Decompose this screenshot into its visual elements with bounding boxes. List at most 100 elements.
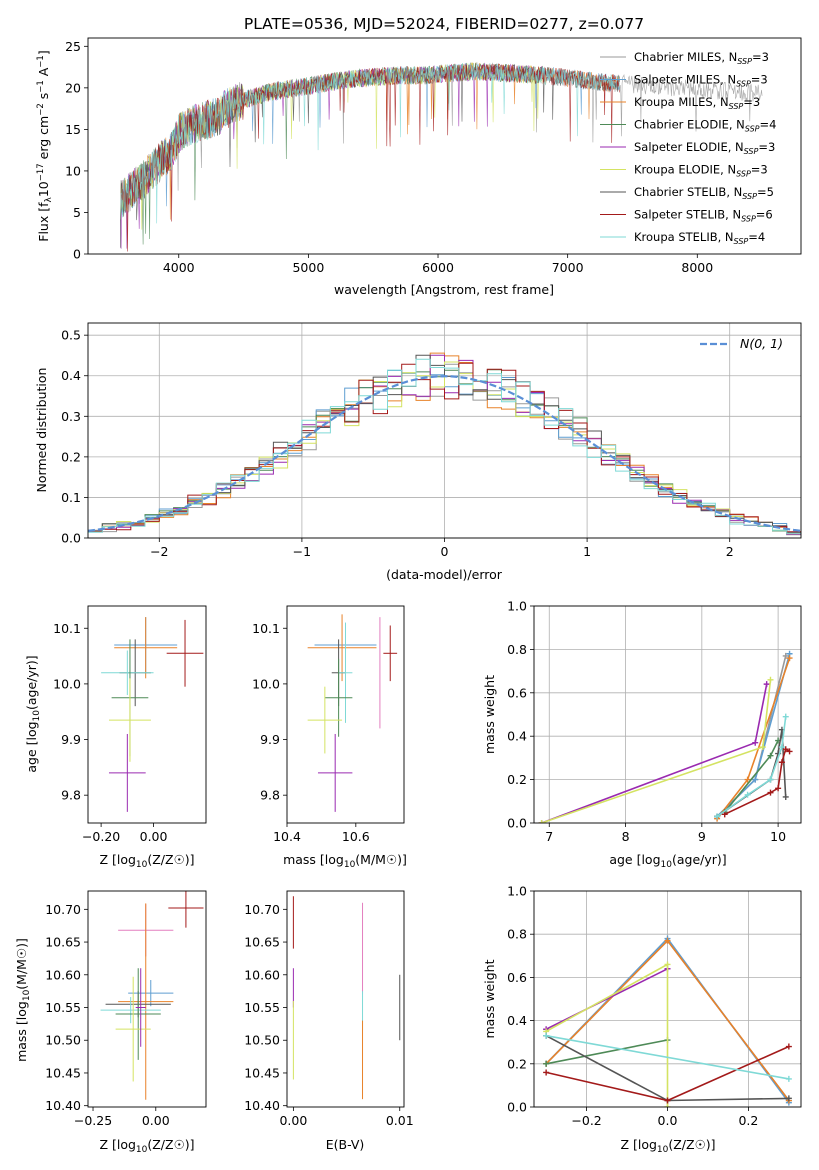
plot-area [534,605,801,824]
weight-marker [664,961,671,968]
weight-marker [767,676,774,683]
x-axis-label: mass [log10(M/M☉)] [283,852,407,870]
y-tick-label: 1.0 [507,599,527,614]
y-axis-label: Normed distribution [34,368,49,493]
x-tick-label: 4000 [163,260,195,275]
y-tick-label: 9.9 [61,732,81,747]
age-vs-mass-panel: 10.4 10.6 9.8 9.9 10.0 10.1 mass [log10(M/M☉)] [252,605,407,870]
weight-marker [543,1069,550,1076]
y-tick-label: 15 [65,122,81,137]
x-tick-label: 10.4 [273,829,301,844]
y-tick-label: 9.8 [61,788,81,803]
legend-entry: Salpeter STELIB, NSSP=6 [634,208,773,224]
weight-line-6 [716,729,787,818]
y-tick-label: 0.4 [507,1013,527,1028]
x-tick-label: 0.00 [142,1113,170,1128]
x-tick-label: 0 [441,544,449,559]
y-tick-label: 9.9 [260,732,280,747]
y-tick-label: 1.0 [507,884,527,899]
x-tick-label: 1 [583,544,591,559]
weight-line-3 [545,1039,668,1065]
weight-marker [543,1060,550,1067]
weight-marker [778,744,785,751]
histogram-5 [88,361,801,534]
spectrum-line-4 [120,63,542,249]
weight-marker [778,759,785,766]
y-tick-label: 0.2 [61,449,81,464]
x-axis-label: wavelength [Angstrom, rest frame] [334,282,554,297]
x-tick-label: 9 [698,829,706,844]
spectrum-line-3 [120,62,542,245]
y-tick-label: 5 [73,205,81,220]
normal-curve [88,375,801,532]
legend-entry: Kroupa STELIB, NSSP=4 [634,230,765,246]
x-tick-label: −0.25 [74,1113,112,1128]
y-tick-label: 10.0 [252,676,280,691]
weight-vs-metallicity-panel: −0.2 0.0 0.2 0.0 0.2 0.4 0.6 0.8 1.0 Z [log10(Z/Z… [482,884,802,1155]
x-axis-label: age [log10(age/yr)] [609,852,726,870]
weight-line-8 [545,1034,790,1080]
y-axis-label: Flux [fλ10−17 erg cm−2 s−1 A−1] [36,50,54,241]
weight-marker [785,1095,792,1102]
weight-marker [721,811,728,818]
y-tick-label: 10 [65,163,81,178]
axes-frame [286,890,405,1108]
x-tick-label: 0.00 [140,829,168,844]
y-tick-label: 0.2 [507,1056,527,1071]
plot-area [307,614,398,812]
y-tick-label: 0.6 [507,970,527,985]
axes-frame [87,605,207,824]
weight-marker [664,937,671,944]
weight-vs-age-panel: 7 8 9 10 0.0 0.2 0.4 0.6 0.8 1.0 age [log10(age/yr… [482,599,802,870]
axes-frame [87,890,207,1108]
y-tick-label: 25 [65,39,81,54]
y-tick-label: 0.0 [507,1100,527,1115]
x-tick-label: 6000 [422,260,454,275]
residual-histogram-panel: −2 −1 0 1 2 0.0 0.1 0.2 0.3 0.4 0.5 (data-model)/er… [34,322,802,582]
x-tick-label: 8000 [681,260,713,275]
axes-frame [533,605,802,824]
legend-entry: Chabrier STELIB, NSSP=5 [634,185,774,201]
weight-marker [767,752,774,759]
axes-frame [87,322,802,539]
y-tick-label: 0 [73,247,81,262]
x-axis-label: E(B-V) [326,1137,365,1152]
weight-marker [775,785,782,792]
legend-entry: Kroupa ELODIE, NSSP=3 [634,163,768,179]
y-tick-label: 10.70 [244,902,280,917]
data-layer [292,896,401,1100]
data-layer [101,617,204,812]
weight-marker [763,681,770,688]
legend-entry: Kroupa MILES, NSSP=3 [634,95,760,111]
x-tick-label: −2 [150,544,168,559]
x-tick-label: −1 [293,544,311,559]
y-tick-label: 0.0 [507,816,527,831]
data-layer [538,650,793,823]
spectrum-panel: 4000 5000 6000 7000 8000 0 5 10 15 20 25 wavelength… [36,37,802,297]
y-tick-label: 10.0 [53,676,81,691]
y-tick-label: 10.50 [244,1033,280,1048]
weight-marker [785,1043,792,1050]
y-tick-label: 0.8 [507,642,527,657]
y-tick-label: 10.45 [45,1065,81,1080]
y-tick-label: 10.1 [252,621,280,636]
weight-marker [664,1097,671,1104]
y-tick-label: 0.4 [507,729,527,744]
y-axis-label: age [log10(age/yr)] [24,655,42,772]
plot-area [88,323,801,539]
legend-entry: N(0, 1) [740,336,783,351]
weight-marker [752,739,759,746]
y-tick-label: 0.2 [507,772,527,787]
weight-line-4 [545,968,668,1030]
weight-marker [782,652,789,659]
age-vs-metallicity-panel: −0.20 0.00 9.8 9.9 10.0 10.1 Z [log10(Z/Z☉)] ag… [24,605,207,870]
y-tick-label: 10.60 [45,967,81,982]
mass-vs-metallicity-panel: −0.25 0.00 10.40 10.45 10.50 10.55 10.60 10.65 1… [14,890,207,1155]
y-tick-label: 10.40 [45,1098,81,1113]
y-tick-label: 10.70 [45,902,81,917]
plot-area [101,617,204,812]
plot-area [534,890,801,1108]
x-tick-label: 7 [545,829,553,844]
y-tick-label: 10.65 [45,935,81,950]
weight-marker [744,791,751,798]
